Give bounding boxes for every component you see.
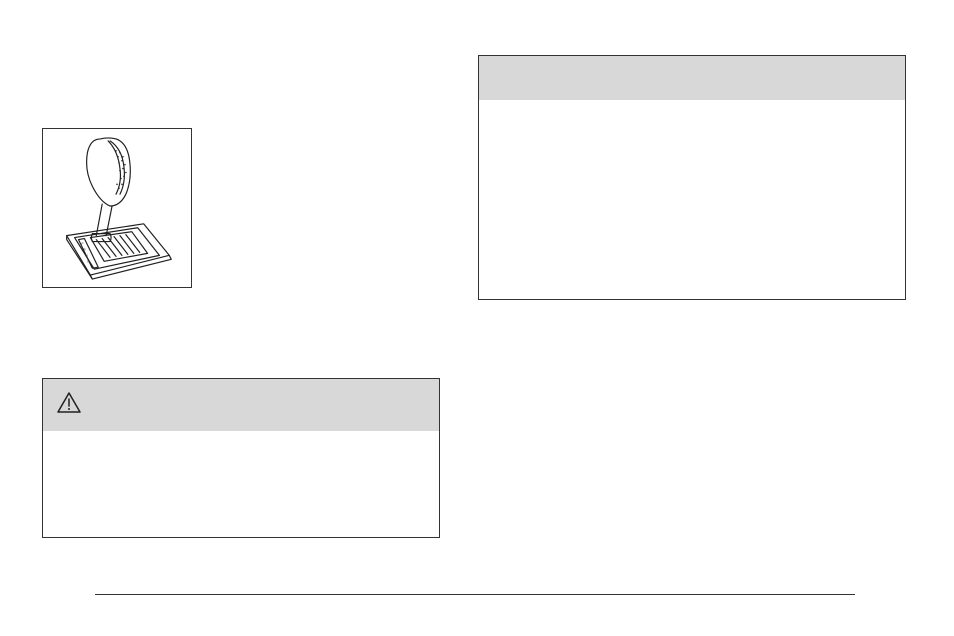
svg-text:N: N	[85, 253, 87, 257]
svg-text:R: R	[83, 247, 85, 251]
notice-box-header	[479, 56, 905, 100]
caution-triangle-icon	[57, 392, 81, 414]
caution-box-header	[43, 379, 439, 431]
notice-box-body	[479, 100, 905, 299]
caution-box-body	[43, 431, 439, 537]
svg-text:P: P	[81, 242, 83, 246]
gear-shifter-drawing: P R N D	[43, 129, 191, 287]
notice-box	[478, 55, 906, 300]
gear-shifter-illustration: P R N D	[42, 128, 192, 288]
svg-text:D: D	[87, 259, 89, 263]
caution-box	[42, 378, 440, 538]
footer-divider	[95, 594, 855, 595]
